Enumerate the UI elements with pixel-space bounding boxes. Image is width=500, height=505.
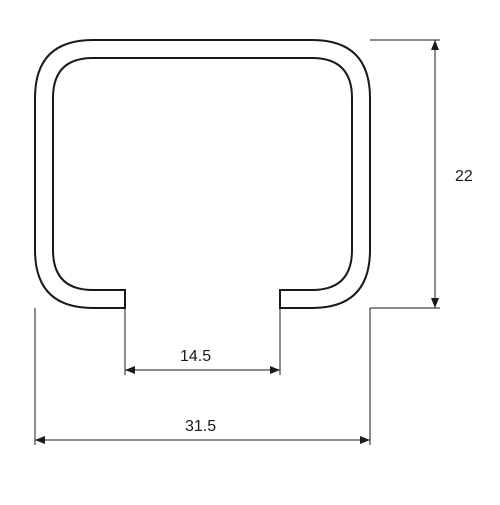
- label-overall-width: 31.5: [185, 418, 216, 436]
- dimension-height: [370, 40, 440, 308]
- profile-outer-path: [35, 40, 370, 308]
- label-height: 22: [455, 168, 473, 186]
- profile-svg: [0, 0, 500, 500]
- label-gap-width: 14.5: [180, 348, 211, 366]
- technical-drawing: 22 14.5 31.5: [0, 0, 500, 500]
- profile-shape: [35, 40, 370, 308]
